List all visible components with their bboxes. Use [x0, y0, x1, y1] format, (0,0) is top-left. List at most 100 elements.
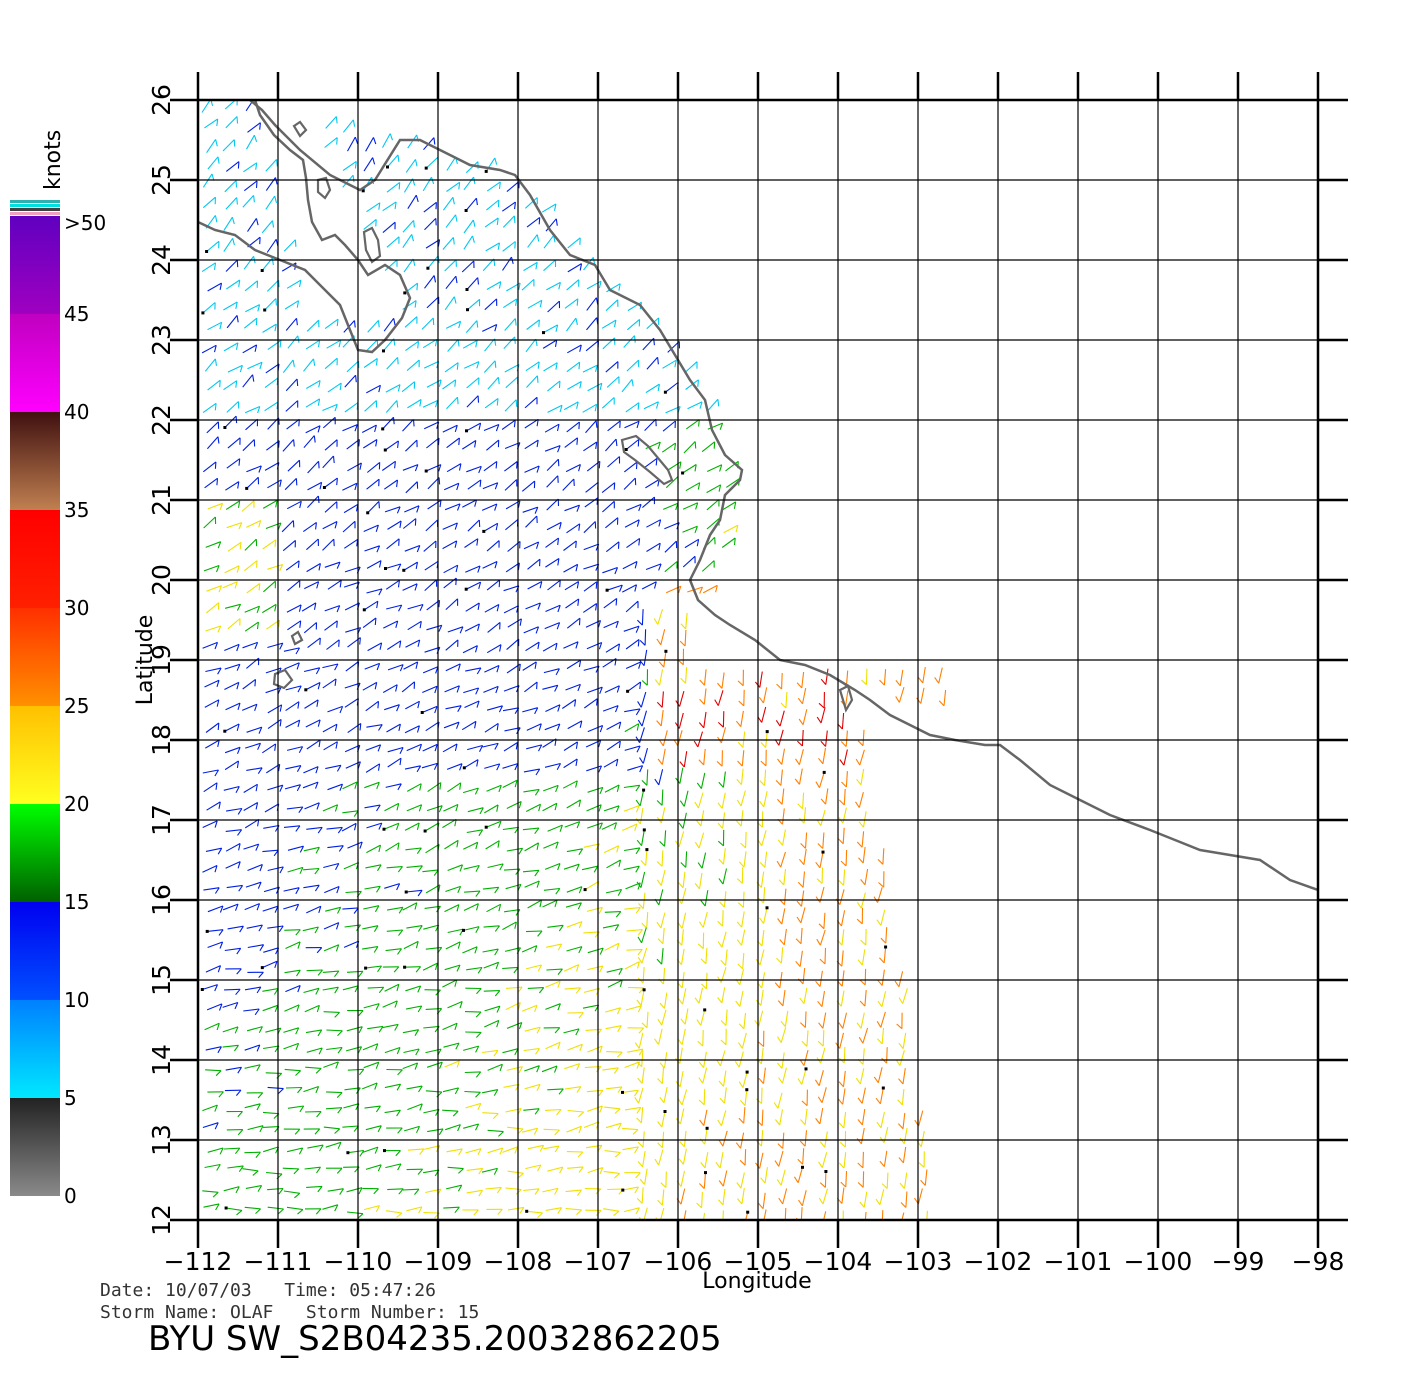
wind-vector — [205, 965, 221, 973]
wind-vector — [662, 730, 668, 746]
wind-vector — [386, 538, 400, 550]
wind-vector-barb — [795, 758, 800, 766]
wind-vector-barb — [856, 901, 862, 909]
wind-vector — [524, 418, 539, 429]
wind-vector-barb — [235, 301, 238, 310]
wind-vector — [563, 964, 579, 972]
wind-vector — [365, 137, 374, 152]
wind-vector-barb — [696, 782, 702, 789]
wind-vector — [641, 927, 647, 944]
wind-vector-barb — [636, 723, 640, 731]
wind-vector — [341, 822, 357, 832]
wind-vector-barb — [434, 400, 439, 408]
wind-vector — [740, 790, 746, 807]
wind-vector-barb — [637, 949, 643, 956]
wind-vector-barb — [397, 866, 403, 873]
wind-vector — [344, 698, 359, 708]
wind-vector — [245, 1185, 262, 1189]
wind-vector-barb — [475, 1091, 481, 1098]
wind-vector — [641, 1187, 644, 1204]
wind-vector — [306, 1047, 323, 1053]
wind-vector-barb — [375, 358, 378, 366]
wind-vector-barb — [417, 639, 421, 647]
wind-vector-barb — [257, 767, 263, 774]
wind-vector — [584, 497, 599, 508]
wind-vector — [605, 517, 619, 529]
wind-vector-barb — [414, 1062, 419, 1070]
wind-vector-barb — [635, 847, 641, 855]
wind-vector-barb — [838, 880, 844, 886]
wind-vector — [918, 1110, 924, 1127]
wind-vector — [402, 234, 413, 249]
wind-vector — [545, 1003, 561, 1010]
wind-vector — [761, 830, 767, 846]
wind-vector-barb — [797, 803, 803, 810]
wind-vector — [283, 1027, 299, 1033]
wind-vector-barb — [257, 1092, 264, 1099]
wind-vector-barb — [798, 718, 804, 726]
wind-vector-barb — [855, 801, 860, 808]
wind-vector — [645, 383, 660, 394]
wind-vector-barb — [639, 681, 642, 690]
wind-vector-barb — [595, 581, 598, 589]
wind-vector — [227, 541, 242, 552]
wind-vector — [683, 790, 689, 807]
wind-vector-barb — [216, 699, 220, 707]
wind-vector-barb — [619, 979, 623, 987]
wind-vector-barb — [856, 1137, 862, 1145]
wind-vector-barb — [838, 1122, 845, 1129]
wind-vector-barb — [474, 499, 478, 507]
wind-vector — [859, 1068, 865, 1085]
wind-vector — [346, 970, 363, 973]
wind-vector-barb — [579, 720, 583, 728]
wind-vector-barb — [615, 621, 619, 628]
wind-vector — [638, 1087, 644, 1104]
wind-vector-barb — [454, 1206, 460, 1214]
wind-vector — [604, 784, 620, 793]
wind-vector-barb — [573, 478, 575, 486]
wind-vector — [564, 298, 579, 309]
wind-vector — [405, 159, 416, 173]
wind-vector — [901, 1212, 905, 1220]
wind-vector — [284, 1068, 301, 1072]
wind-vector-barb — [714, 699, 719, 706]
wind-vector-barb — [496, 1020, 500, 1028]
wind-vector — [324, 477, 338, 488]
wind-vector — [563, 863, 580, 870]
wind-vector — [247, 944, 264, 949]
wind-vector — [365, 744, 381, 751]
wind-vector — [384, 802, 399, 812]
latitude-tick-label: 20 — [147, 564, 176, 596]
wind-vector — [703, 1172, 707, 1189]
wind-vector — [862, 811, 867, 828]
wind-vector — [523, 1108, 540, 1111]
wind-vector — [306, 1185, 323, 1188]
wind-vector-barb — [254, 679, 257, 687]
wind-vector-barb — [236, 604, 242, 611]
wind-vector-barb — [733, 537, 736, 546]
wind-vector-barb — [656, 861, 663, 867]
wind-vector-barb — [801, 1040, 808, 1047]
wind-vector-barb — [335, 1061, 339, 1069]
wind-vector-barb — [452, 197, 455, 205]
wind-vector — [585, 420, 597, 434]
wind-vector — [227, 364, 243, 373]
wind-vector-barb — [457, 339, 460, 347]
wind-vector — [740, 1172, 745, 1189]
wind-vector — [464, 759, 479, 769]
wind-vector — [404, 725, 420, 734]
wind-vector — [325, 764, 342, 770]
wind-vector — [464, 1071, 481, 1074]
wind-vector — [684, 629, 687, 647]
wind-vector — [324, 620, 338, 631]
wind-vector — [502, 1048, 519, 1054]
wind-vector — [487, 863, 504, 869]
wind-vector-barb — [475, 198, 478, 206]
wind-vector — [644, 418, 657, 431]
rain-flag — [402, 568, 406, 572]
wind-vector-barb — [415, 941, 419, 949]
wind-vector — [407, 603, 424, 610]
wind-vector — [587, 1045, 603, 1053]
wind-vector — [547, 824, 563, 832]
wind-vector — [465, 581, 481, 590]
